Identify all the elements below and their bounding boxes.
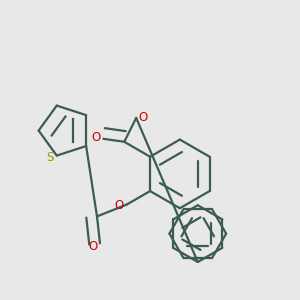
Text: O: O bbox=[91, 131, 101, 144]
Text: O: O bbox=[138, 111, 147, 124]
Text: O: O bbox=[115, 200, 124, 212]
Text: O: O bbox=[88, 240, 97, 253]
Text: S: S bbox=[46, 151, 54, 164]
